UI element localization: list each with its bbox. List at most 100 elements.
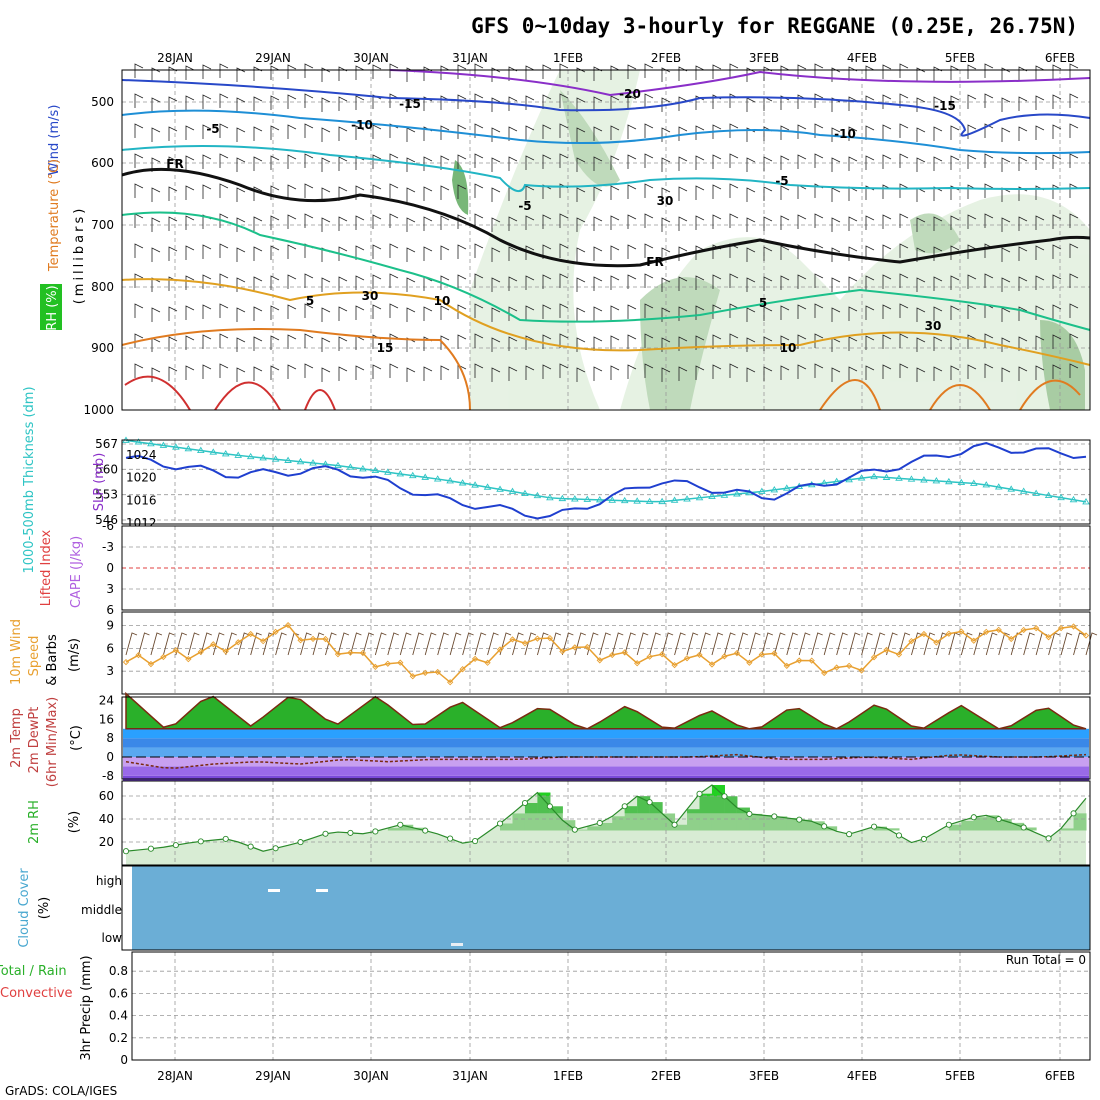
wind10-barb xyxy=(374,632,387,656)
rh-band xyxy=(1073,813,1087,831)
wind-barb xyxy=(967,274,977,289)
wind-point xyxy=(708,661,716,668)
wind-barb xyxy=(899,123,909,138)
wind-barb xyxy=(576,157,586,172)
wind-barb xyxy=(1018,366,1028,381)
thickness-point xyxy=(608,496,617,503)
label-2m-temp: 2m Temp xyxy=(9,708,24,768)
wind-barb xyxy=(780,185,790,200)
wind-barb xyxy=(814,243,824,258)
wind-barb xyxy=(355,305,365,320)
wind-barb xyxy=(457,214,467,229)
wind-barb xyxy=(525,215,535,230)
contour-label: -5 xyxy=(206,122,219,136)
thickness-point xyxy=(994,483,1003,490)
wind-barb xyxy=(559,363,569,378)
wind-barb xyxy=(236,307,246,322)
contour-label: 10 xyxy=(780,341,797,355)
wind-barb xyxy=(593,126,603,141)
thickness-tick: 553 xyxy=(95,488,118,502)
wind-point xyxy=(496,646,504,653)
wind-barb xyxy=(627,334,637,349)
wind-barb xyxy=(287,304,297,319)
slp-line xyxy=(125,441,1087,520)
wind-barb xyxy=(151,217,161,232)
wind-barb xyxy=(678,276,688,291)
wind-barb xyxy=(525,125,535,140)
wind-barb xyxy=(950,95,960,110)
thickness-point xyxy=(284,456,292,463)
wind-barb xyxy=(372,214,382,229)
wind-barb xyxy=(1001,337,1011,352)
wind-barb xyxy=(406,157,416,172)
thickness-point xyxy=(184,444,193,452)
wind-barb xyxy=(729,153,739,168)
rh-point xyxy=(970,814,977,821)
thickness-point xyxy=(670,496,679,503)
thickness-point xyxy=(583,495,592,502)
wind-barb xyxy=(304,303,314,318)
wind-barb xyxy=(695,125,705,140)
wind-barb xyxy=(661,157,671,172)
label-wind: Wind (m/s) xyxy=(47,105,62,176)
wind-barb xyxy=(678,336,688,351)
wind10-barb xyxy=(761,632,774,656)
wind-barb xyxy=(712,64,722,79)
wind-point xyxy=(683,655,691,662)
wind-barb xyxy=(474,363,484,378)
temp2m-area xyxy=(125,691,1087,730)
wind-barb xyxy=(933,336,943,351)
slp-tick: 1016 xyxy=(126,493,157,507)
wind-barb xyxy=(202,274,212,289)
wind-barb xyxy=(593,276,603,291)
wind10-barb xyxy=(836,632,848,656)
contour-plus5 xyxy=(121,211,1091,331)
wind-barb xyxy=(338,96,348,111)
wind-barb xyxy=(627,94,637,109)
wind-barb xyxy=(168,366,178,381)
thickness-point xyxy=(296,457,305,465)
wind-barb xyxy=(287,334,297,349)
wind-barb xyxy=(219,363,229,378)
wind-barb xyxy=(559,303,569,318)
wind10-barb xyxy=(724,632,736,656)
precip-tick: 0 xyxy=(120,1053,128,1067)
wind-barb xyxy=(916,337,926,352)
wind-point xyxy=(334,651,342,658)
wind-barb xyxy=(950,215,960,230)
label-convective: Convective xyxy=(0,986,73,1001)
cape-tick: 0 xyxy=(106,561,114,575)
wind10-barb xyxy=(138,632,150,656)
wind-barb xyxy=(525,305,535,320)
wind-barb xyxy=(525,335,535,350)
wind10-barb xyxy=(312,632,325,656)
rh-point xyxy=(646,799,653,806)
wind-tick: 9 xyxy=(106,619,114,633)
wind-barb xyxy=(916,277,926,292)
wind-barb xyxy=(1018,126,1028,141)
bottom-date-label: 28JAN xyxy=(157,1069,193,1083)
cape-panel: -6 -3 0 3 6 Lifted Index CAPE (J/kg) xyxy=(39,519,1091,617)
wind-barb xyxy=(865,335,875,350)
wind10-barb xyxy=(773,632,786,656)
wind-point xyxy=(297,637,304,644)
wind10-barb xyxy=(1073,632,1085,656)
top-date-label: 29JAN xyxy=(255,51,291,65)
wind-barb xyxy=(202,64,212,79)
wind-barb xyxy=(457,154,467,169)
label-rh: RH (%) xyxy=(45,285,60,330)
wind-barb xyxy=(678,126,688,141)
wind10-barb xyxy=(624,632,636,656)
wind-barb xyxy=(950,65,960,80)
wind-barb xyxy=(389,333,399,348)
cloud-gap xyxy=(316,889,328,892)
wind-barb xyxy=(763,246,773,261)
wind-barb xyxy=(185,125,195,140)
wind-barb xyxy=(542,124,552,139)
rh-point xyxy=(920,835,927,843)
rh-point xyxy=(297,839,304,846)
wind-barb xyxy=(525,275,535,290)
wind-barb xyxy=(661,97,671,112)
grads-credit: GrADS: COLA/IGES xyxy=(5,1084,117,1098)
wind-barb xyxy=(899,63,909,78)
